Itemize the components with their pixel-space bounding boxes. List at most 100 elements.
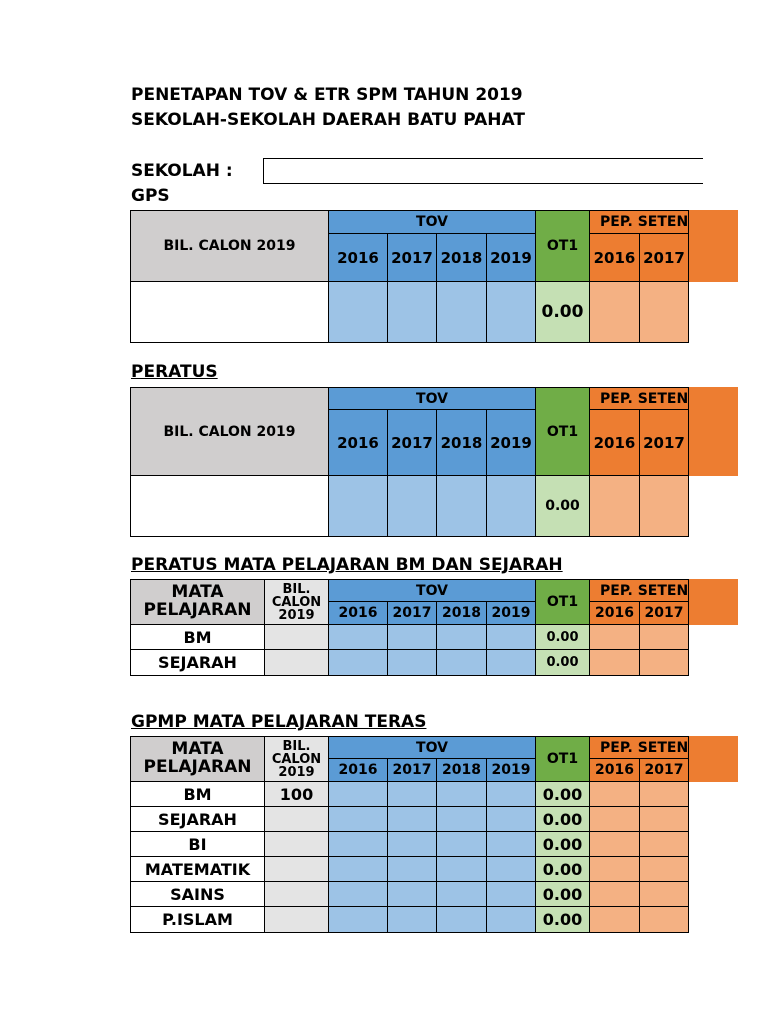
ot1-value: 0.00 bbox=[535, 281, 590, 343]
tov-value-cell[interactable] bbox=[436, 624, 487, 650]
pep-year-header: 2017 bbox=[639, 233, 689, 282]
tov-value-cell[interactable] bbox=[436, 856, 487, 882]
ot1-header: OT1 bbox=[535, 579, 590, 625]
tov-value-cell[interactable] bbox=[436, 806, 487, 832]
tov-value-cell[interactable] bbox=[486, 881, 536, 907]
ot1-value: 0.00 bbox=[535, 806, 590, 832]
tov-value-cell[interactable] bbox=[387, 856, 437, 882]
tov-value-cell[interactable] bbox=[486, 856, 536, 882]
pep-value-cell[interactable] bbox=[589, 624, 640, 650]
tov-value-cell[interactable] bbox=[387, 281, 437, 343]
tov-value-cell[interactable] bbox=[387, 649, 437, 676]
tov-value-cell[interactable] bbox=[387, 475, 437, 537]
pep-value-cell[interactable] bbox=[589, 906, 640, 933]
calon-cell[interactable] bbox=[264, 624, 329, 650]
tov-value-cell[interactable] bbox=[486, 649, 536, 676]
tov-value-cell[interactable] bbox=[436, 881, 487, 907]
tov-value-cell[interactable] bbox=[387, 831, 437, 857]
ot1-header: OT1 bbox=[535, 387, 590, 476]
calon-cell[interactable] bbox=[264, 856, 329, 882]
tov-year-header: 2018 bbox=[436, 601, 487, 625]
pep-value-cell[interactable] bbox=[589, 649, 640, 676]
mata-pelajaran-header: MATA PELAJARAN bbox=[130, 736, 265, 782]
pep-value-cell[interactable] bbox=[589, 806, 640, 832]
pep-value-cell[interactable] bbox=[639, 831, 689, 857]
ot1-header: OT1 bbox=[535, 736, 590, 782]
tov-value-cell[interactable] bbox=[387, 624, 437, 650]
section-gpmp-title: GPMP MATA PELAJARAN TERAS bbox=[131, 712, 427, 732]
pep-value-cell[interactable] bbox=[639, 806, 689, 832]
bil-calon-value[interactable] bbox=[130, 475, 329, 537]
tov-year-header: 2019 bbox=[486, 409, 536, 476]
tov-year-header: 2019 bbox=[486, 601, 536, 625]
calon-cell[interactable] bbox=[264, 906, 329, 933]
tov-value-cell[interactable] bbox=[436, 781, 487, 807]
tov-value-cell[interactable] bbox=[436, 906, 487, 933]
tov-year-header: 2018 bbox=[436, 758, 487, 782]
pep-value-cell[interactable] bbox=[589, 475, 640, 537]
tov-value-cell[interactable] bbox=[328, 856, 388, 882]
subject-name: P.ISLAM bbox=[130, 906, 265, 933]
tov-value-cell[interactable] bbox=[436, 649, 487, 676]
tov-value-cell[interactable] bbox=[328, 831, 388, 857]
tov-value-cell[interactable] bbox=[328, 906, 388, 933]
pep-overflow-fill bbox=[689, 210, 738, 282]
pep-value-cell[interactable] bbox=[639, 906, 689, 933]
pep-year-header: 2017 bbox=[639, 758, 689, 782]
pep-value-cell[interactable] bbox=[639, 624, 689, 650]
tov-value-cell[interactable] bbox=[486, 281, 536, 343]
tov-value-cell[interactable] bbox=[486, 906, 536, 933]
tov-value-cell[interactable] bbox=[486, 831, 536, 857]
tov-value-cell[interactable] bbox=[387, 906, 437, 933]
pep-value-cell[interactable] bbox=[639, 856, 689, 882]
bil-calon-value[interactable] bbox=[130, 281, 329, 343]
tov-year-header: 2018 bbox=[436, 409, 487, 476]
pep-value-cell[interactable] bbox=[639, 475, 689, 537]
calon-cell[interactable] bbox=[264, 881, 329, 907]
tov-year-header: 2018 bbox=[436, 233, 487, 282]
pep-year-header: 2016 bbox=[589, 233, 640, 282]
tov-header: TOV bbox=[328, 210, 536, 234]
bil-calon-header: BIL. CALON 2019 bbox=[130, 387, 329, 476]
mata-pelajaran-header: MATA PELAJARAN bbox=[130, 579, 265, 625]
subject-name: MATEMATIK bbox=[130, 856, 265, 882]
subject-name: BM bbox=[130, 781, 265, 807]
tov-value-cell[interactable] bbox=[328, 806, 388, 832]
pep-value-cell[interactable] bbox=[639, 649, 689, 676]
tov-value-cell[interactable] bbox=[387, 806, 437, 832]
calon-cell[interactable]: 100 bbox=[264, 781, 329, 807]
tov-value-cell[interactable] bbox=[387, 881, 437, 907]
tov-value-cell[interactable] bbox=[486, 781, 536, 807]
tov-value-cell[interactable] bbox=[436, 281, 487, 343]
tov-value-cell[interactable] bbox=[486, 806, 536, 832]
calon-cell[interactable] bbox=[264, 806, 329, 832]
calon-cell[interactable] bbox=[264, 649, 329, 676]
pep-value-cell[interactable] bbox=[639, 781, 689, 807]
pep-value-cell[interactable] bbox=[589, 856, 640, 882]
school-input[interactable] bbox=[263, 158, 703, 184]
pep-value-cell[interactable] bbox=[639, 281, 689, 343]
tov-value-cell[interactable] bbox=[328, 649, 388, 676]
tov-value-cell[interactable] bbox=[328, 781, 388, 807]
ot1-value: 0.00 bbox=[535, 649, 590, 676]
tov-value-cell[interactable] bbox=[486, 624, 536, 650]
pep-value-cell[interactable] bbox=[639, 881, 689, 907]
pep-value-cell[interactable] bbox=[589, 831, 640, 857]
ot1-value: 0.00 bbox=[535, 831, 590, 857]
tov-year-header: 2016 bbox=[328, 758, 388, 782]
pep-value-cell[interactable] bbox=[589, 881, 640, 907]
tov-value-cell[interactable] bbox=[436, 831, 487, 857]
tov-value-cell[interactable] bbox=[387, 781, 437, 807]
tov-value-cell[interactable] bbox=[328, 881, 388, 907]
tov-value-cell[interactable] bbox=[328, 624, 388, 650]
tov-value-cell[interactable] bbox=[436, 475, 487, 537]
pep-value-cell[interactable] bbox=[589, 281, 640, 343]
tov-year-header: 2019 bbox=[486, 758, 536, 782]
subject-name: BI bbox=[130, 831, 265, 857]
tov-value-cell[interactable] bbox=[486, 475, 536, 537]
tov-year-header: 2019 bbox=[486, 233, 536, 282]
pep-value-cell[interactable] bbox=[589, 781, 640, 807]
tov-value-cell[interactable] bbox=[328, 281, 388, 343]
tov-value-cell[interactable] bbox=[328, 475, 388, 537]
calon-cell[interactable] bbox=[264, 831, 329, 857]
